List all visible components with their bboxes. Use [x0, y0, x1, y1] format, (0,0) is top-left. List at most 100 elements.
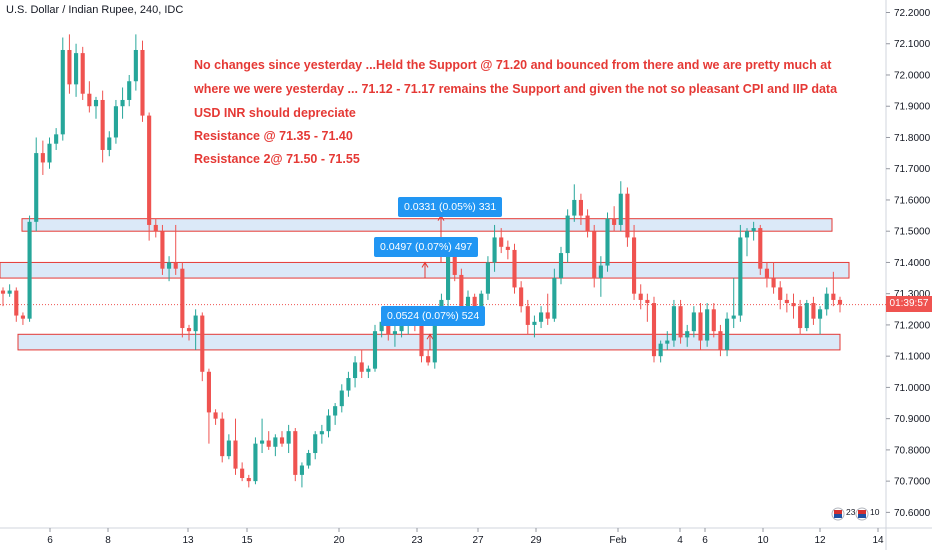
candle-body[interactable] — [246, 478, 251, 482]
candle-body[interactable] — [113, 106, 118, 138]
candle-body[interactable] — [306, 453, 311, 466]
candle-body[interactable] — [592, 231, 597, 279]
candle-body[interactable] — [539, 312, 544, 322]
candle-body[interactable] — [751, 228, 756, 232]
candle-body[interactable] — [313, 434, 318, 454]
candle-body[interactable] — [200, 315, 205, 372]
candle-body[interactable] — [572, 199, 577, 216]
candle-body[interactable] — [160, 231, 165, 269]
candle-body[interactable] — [605, 218, 610, 266]
candle-body[interactable] — [426, 356, 431, 363]
candle-body[interactable] — [472, 296, 477, 310]
candle-body[interactable] — [658, 343, 663, 357]
candle-body[interactable] — [60, 49, 65, 135]
candle-body[interactable] — [452, 256, 457, 275]
candle-body[interactable] — [47, 143, 52, 163]
candle-body[interactable] — [80, 53, 85, 94]
candle-body[interactable] — [366, 368, 371, 372]
candle-body[interactable] — [173, 262, 178, 269]
candle-body[interactable] — [784, 299, 789, 304]
candle-body[interactable] — [107, 137, 112, 150]
candle-body[interactable] — [167, 262, 172, 269]
support-resistance-zone[interactable] — [21, 218, 833, 232]
candle-body[interactable] — [811, 303, 816, 319]
candle-body[interactable] — [578, 199, 583, 216]
candle-body[interactable] — [798, 306, 803, 329]
candle-body[interactable] — [213, 412, 218, 419]
candle-body[interactable] — [206, 371, 211, 413]
candle-body[interactable] — [499, 237, 504, 247]
candle-body[interactable] — [339, 390, 344, 407]
candle-body[interactable] — [353, 362, 358, 379]
candle-body[interactable] — [711, 309, 716, 332]
candle-body[interactable] — [479, 293, 484, 310]
candle-body[interactable] — [519, 287, 524, 307]
candle-body[interactable] — [147, 115, 152, 225]
candle-body[interactable] — [625, 193, 630, 238]
candle-body[interactable] — [186, 328, 192, 332]
candle-body[interactable] — [618, 193, 623, 225]
candle-body[interactable] — [565, 215, 570, 254]
candle-body[interactable] — [220, 418, 225, 457]
candle-body[interactable] — [127, 81, 132, 100]
candle-body[interactable] — [100, 99, 105, 150]
candle-body[interactable] — [392, 331, 397, 335]
candle-body[interactable] — [193, 315, 198, 332]
candle-body[interactable] — [698, 312, 703, 341]
candle-body[interactable] — [7, 290, 12, 294]
candle-body[interactable] — [632, 237, 637, 294]
candle-body[interactable] — [512, 249, 517, 288]
candle-body[interactable] — [651, 303, 657, 357]
candle-body[interactable] — [333, 406, 338, 416]
candle-body[interactable] — [645, 299, 650, 304]
candle-body[interactable] — [20, 315, 25, 319]
candle-body[interactable] — [665, 340, 670, 344]
candle-body[interactable] — [465, 296, 471, 313]
candle-body[interactable] — [612, 218, 617, 225]
candle-body[interactable] — [552, 278, 557, 319]
candle-body[interactable] — [299, 465, 304, 475]
candle-body[interactable] — [0, 290, 6, 294]
candle-body[interactable] — [725, 318, 730, 350]
candle-body[interactable] — [505, 246, 510, 250]
candle-body[interactable] — [432, 312, 437, 363]
candle-body[interactable] — [27, 221, 32, 319]
event-badge-count-right[interactable]: 10 — [870, 507, 880, 517]
candle-body[interactable] — [346, 378, 351, 391]
candle-body[interactable] — [459, 274, 464, 313]
candle-body[interactable] — [226, 440, 231, 457]
candle-body[interactable] — [153, 224, 158, 232]
candle-body[interactable] — [758, 228, 763, 269]
candle-body[interactable] — [273, 437, 278, 447]
candle-body[interactable] — [638, 293, 643, 300]
candle-body[interactable] — [54, 134, 59, 144]
candle-body[interactable] — [738, 237, 743, 316]
candle-body[interactable] — [74, 53, 79, 85]
candle-body[interactable] — [253, 443, 258, 482]
candle-body[interactable] — [14, 290, 19, 316]
candle-body[interactable] — [286, 431, 291, 444]
candle-body[interactable] — [545, 312, 550, 319]
candle-body[interactable] — [532, 321, 537, 325]
candle-body[interactable] — [558, 253, 564, 279]
candle-body[interactable] — [326, 415, 331, 432]
candle-body[interactable] — [379, 321, 384, 332]
candle-body[interactable] — [791, 303, 796, 307]
measure-tag-support[interactable]: 0.0524 (0.07%) 524 — [381, 306, 486, 326]
candle-body[interactable] — [419, 324, 424, 357]
candle-body[interactable] — [764, 268, 769, 279]
candle-body[interactable] — [359, 362, 364, 372]
candle-body[interactable] — [718, 331, 723, 350]
candle-body[interactable] — [260, 440, 265, 444]
candle-body[interactable] — [399, 324, 404, 332]
candle-body[interactable] — [771, 278, 776, 288]
candle-body[interactable] — [233, 440, 238, 469]
measure-tag-resistance-1[interactable]: 0.0497 (0.07%) 497 — [374, 237, 479, 257]
candle-body[interactable] — [386, 321, 391, 335]
candle-body[interactable] — [598, 265, 603, 279]
candle-body[interactable] — [34, 153, 39, 222]
candle-body[interactable] — [705, 309, 710, 341]
candle-body[interactable] — [831, 293, 836, 300]
